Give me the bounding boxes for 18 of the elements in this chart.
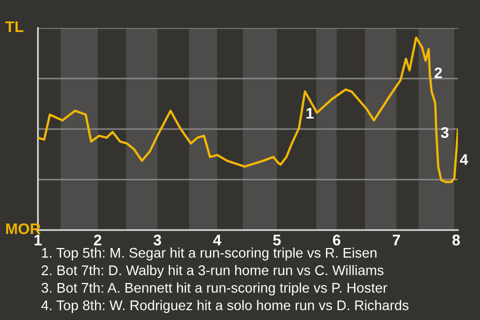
text: 2. Bot 7th: D. Walby hit a 3-run home run vs C. Williams bbox=[42, 265, 384, 278]
text: TL bbox=[5, 21, 24, 32]
x-tick-label: 3 bbox=[154, 234, 162, 246]
x-tick-label: 8 bbox=[452, 234, 460, 246]
x-tick-label: 6 bbox=[332, 234, 340, 246]
x-tick-label: 1 bbox=[34, 234, 42, 246]
x-tick-label: 2 bbox=[94, 234, 102, 246]
text: 1. Top 5th: M. Segar hit a run-scoring triple vs R. Eisen bbox=[42, 248, 376, 260]
x-tick-label: 4 bbox=[213, 234, 222, 246]
annotation: MOR bbox=[6, 223, 40, 234]
text: 3. Bot 7th: A. Bennett hit a run-scoring triple vs P. Hoster bbox=[42, 282, 388, 296]
x-tick-label: 5 bbox=[273, 234, 281, 246]
x-tick-label: 7 bbox=[392, 234, 400, 246]
annotation: 3 bbox=[440, 127, 449, 138]
annotation: 4 bbox=[460, 154, 468, 165]
annotation: 2 bbox=[434, 67, 442, 78]
text: 4. Top 8th: W. Rodriguez hit a solo home run vs D. Richards bbox=[41, 300, 408, 313]
annotation: 1 bbox=[306, 108, 314, 119]
